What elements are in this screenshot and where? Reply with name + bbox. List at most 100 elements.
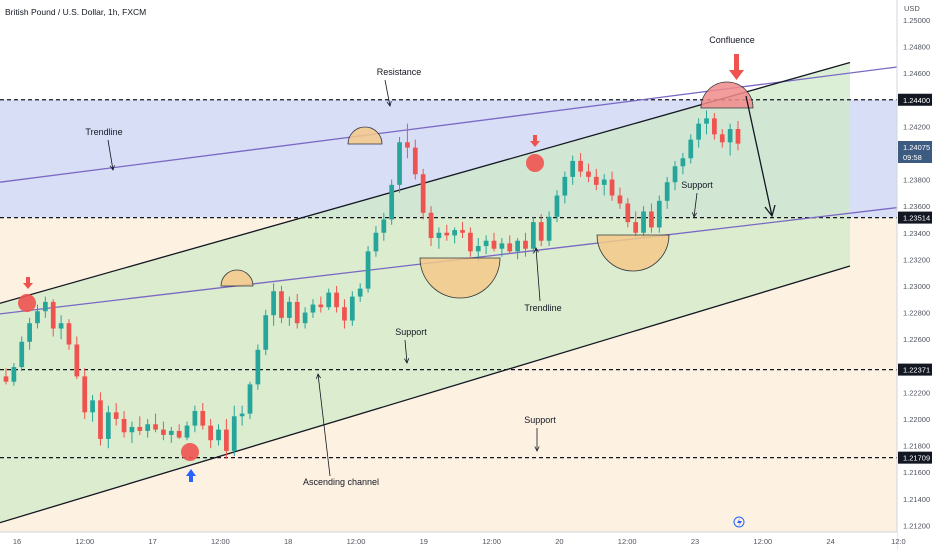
current-price-tag [898,141,932,163]
candle-body [342,307,347,321]
candle [342,299,347,329]
candle [452,227,458,244]
resistance-pointer [384,79,391,107]
candle [271,283,276,326]
price-tick-label: 1.24600 [903,69,930,78]
time-tick-label: 19 [420,537,428,546]
candle [42,296,48,318]
candle [546,211,552,247]
candle-body [680,158,686,167]
candle [499,238,505,257]
candle [318,296,324,313]
candle [161,421,166,441]
price-level-tag-label: 1.24400 [903,96,930,105]
candle-body [475,246,481,252]
candle-body [483,240,489,247]
candle [145,418,151,438]
confluence-label: Confluence [709,35,755,45]
price-tick-label: 1.21400 [903,495,930,504]
candle [617,187,623,209]
candle-body [145,424,151,431]
candle-body [310,304,316,313]
price-axis[interactable]: 1.25000 1.24800 1.24600 1.24400 1.24200 1.240… [896,0,932,550]
candle-body [664,182,670,201]
resistance-highlight [220,269,254,287]
candle-body [129,426,135,433]
lightning-icon[interactable] [733,516,745,528]
candle [27,317,32,350]
candle [468,227,473,257]
candle-body [633,222,639,233]
candle [373,226,379,257]
candle-body [168,430,174,435]
price-tick-label: 1.22600 [903,335,930,344]
candle [279,285,284,324]
candle [208,418,214,449]
price-level-tag-label: 1.22371 [903,366,930,375]
candle-body [436,232,442,239]
support-highlight [596,234,670,272]
candle-body [98,400,103,439]
projection-arrow [764,204,776,218]
price-tick-label: 1.25000 [903,16,930,25]
candle-body [224,429,229,451]
confluence-highlight [700,81,754,109]
candle [74,336,80,380]
candle-body [625,203,631,223]
candle-body [231,416,237,451]
candle [286,296,292,326]
candle [625,198,631,228]
candle-body [66,323,72,345]
candle-body [35,311,40,324]
candle [491,232,497,252]
candle [593,168,599,191]
candle [263,309,269,356]
current-price-value: 1.24075 [903,143,930,152]
price-tick-label: 1.22000 [903,415,930,424]
candle-body [593,176,599,185]
trendline-pointer [109,165,115,171]
candle [712,113,717,140]
support-upper-label: Support [681,180,713,190]
time-axis[interactable]: 16 12:00 17 12:00 18 12:00 19 12:00 20 12:00 23 12:… [0,531,906,550]
candle-body [334,292,339,308]
candle [58,315,64,340]
candle [365,246,371,293]
price-level-tag [898,363,932,376]
candle-body [357,288,363,297]
candle-body [617,195,623,204]
candle-body [656,200,662,228]
candle-body [19,341,25,368]
down-arrow-icon [530,141,540,147]
down-arrow-icon [23,283,33,289]
candle [3,368,9,385]
candle [121,410,127,438]
candle-body [318,304,324,308]
time-tick-label: 12:0 [891,537,906,546]
pivot-marker [181,443,199,461]
candle-body [184,425,190,438]
price-tick-label: 1.24200 [903,122,930,131]
price-tick-label: 1.23600 [903,202,930,211]
time-tick-label: 24 [826,537,834,546]
support-low-label: Support [524,415,556,425]
candle [656,195,662,233]
candle [98,392,103,446]
candle-body [704,118,709,124]
candle [82,368,88,419]
candle [554,190,560,223]
candle-body [50,301,56,329]
symbol-title[interactable]: British Pound / U.S. Dollar, 1h, FXCM [5,7,146,17]
candle [641,206,646,239]
candle-body [405,142,410,148]
candle-body [137,426,143,431]
candle [586,163,591,183]
time-tick-label: 12:00 [618,537,637,546]
candle-body [349,296,355,321]
resistance-pointer [386,101,392,107]
candle [515,238,520,260]
candle-body [420,174,426,213]
time-tick-label: 12:00 [211,537,230,546]
